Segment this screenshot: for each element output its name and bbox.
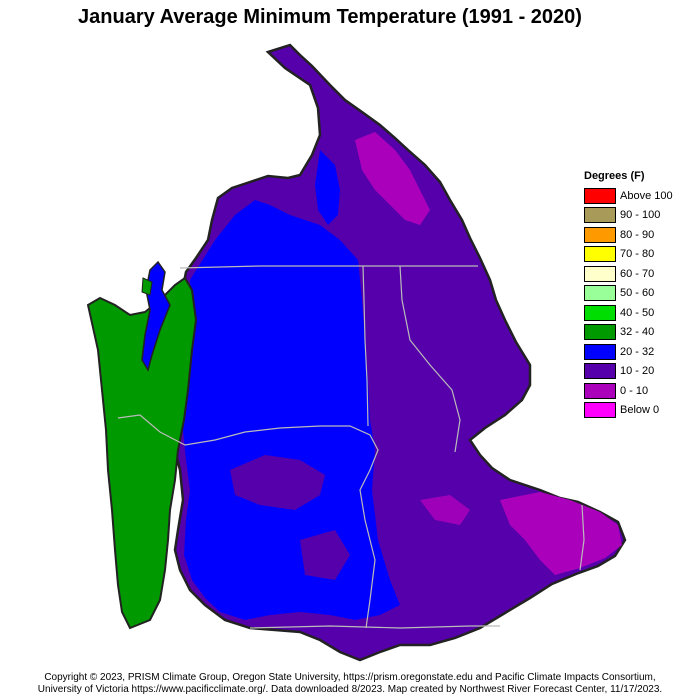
legend-label: 60 - 70 [620, 267, 655, 280]
legend-label: 20 - 32 [620, 345, 655, 358]
legend-swatch [584, 363, 616, 380]
legend-item: 0 - 10 [584, 381, 694, 401]
legend-swatch [584, 226, 616, 243]
island-north [141, 277, 153, 296]
legend-item: 70 - 80 [584, 245, 694, 265]
legend-swatch [584, 265, 616, 282]
legend-label: 40 - 50 [620, 306, 655, 319]
footer-line-1: Copyright © 2023, PRISM Climate Group, O… [44, 672, 656, 683]
legend-swatch [584, 285, 616, 302]
region-0-10-southeast [500, 492, 622, 575]
region-20-32-north-valley [315, 150, 340, 225]
footer-line-2: University of Victoria https://www.pacif… [37, 684, 663, 695]
legend-item: 90 - 100 [584, 206, 694, 226]
state-border-wa-id [362, 265, 369, 427]
legend-title: Degrees (F) [584, 170, 645, 182]
region-0-10-central [420, 495, 470, 525]
legend-swatch [584, 246, 616, 263]
state-border-idaho-south [579, 504, 585, 571]
legend-label: 70 - 80 [620, 248, 655, 261]
legend-item: 80 - 90 [584, 225, 694, 245]
legend-item: 20 - 32 [584, 342, 694, 362]
state-border-canada [179, 265, 478, 269]
legend-label: 10 - 20 [620, 365, 655, 378]
legend-item: Above 100 [584, 186, 694, 206]
legend: Degrees (F) Above 100 90 - 100 80 - 90 70 -… [584, 170, 694, 420]
legend-item: 10 - 20 [584, 362, 694, 382]
legend-label: 90 - 100 [620, 209, 661, 222]
legend-swatch [584, 402, 616, 419]
region-0-10-north [355, 132, 430, 225]
legend-item: Below 0 [584, 401, 694, 421]
region-10-20-inner [230, 455, 325, 510]
map-title: January Average Minimum Temperature (199… [78, 6, 582, 28]
legend-swatch [584, 207, 616, 224]
state-border-or-id [399, 265, 461, 453]
legend-label: 80 - 90 [620, 228, 655, 241]
legend-swatch [584, 324, 616, 341]
region-10-20-inner-south [300, 530, 350, 580]
legend-label: 50 - 60 [620, 287, 655, 300]
footer-credits: Copyright © 2023, PRISM Climate Group, O… [0, 672, 700, 696]
state-border-south [249, 625, 500, 629]
legend-swatch [584, 187, 616, 204]
legend-label: Above 100 [620, 189, 673, 202]
state-border-wa-or [117, 414, 379, 629]
legend-item: 60 - 70 [584, 264, 694, 284]
legend-swatch [584, 382, 616, 399]
legend-swatch [584, 343, 616, 360]
legend-label: 0 - 10 [620, 384, 649, 397]
legend-item: 40 - 50 [584, 303, 694, 323]
legend-label: Below 0 [620, 404, 660, 417]
legend-label: 32 - 40 [620, 326, 655, 339]
region-20-32 [183, 200, 400, 620]
legend-item: 32 - 40 [584, 323, 694, 343]
legend-swatch [584, 304, 616, 321]
legend-item: 50 - 60 [584, 284, 694, 304]
